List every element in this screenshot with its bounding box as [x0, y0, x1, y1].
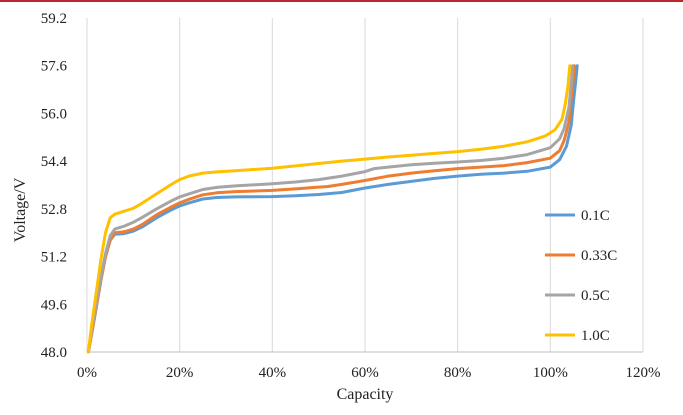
- y-tick-label: 57.6: [41, 59, 68, 75]
- legend-label: 1.0C: [581, 328, 610, 344]
- x-tick-label: 100%: [533, 365, 568, 381]
- top-accent-rule: [0, 0, 683, 2]
- x-tick-label: 120%: [626, 365, 661, 381]
- x-axis-title: Capacity: [337, 386, 394, 403]
- y-tick-label: 48.0: [41, 345, 67, 361]
- legend: 0.1C 0.33C 0.5C 1.0C: [545, 208, 617, 344]
- legend-label: 0.5C: [581, 288, 610, 304]
- x-tick-label: 60%: [351, 365, 379, 381]
- y-tick-label: 59.2: [41, 11, 67, 27]
- x-tick-label: 0%: [77, 365, 97, 381]
- legend-label: 0.1C: [581, 208, 610, 224]
- series-line-0-1c: [86, 64, 579, 354]
- y-tick-label: 56.0: [41, 106, 67, 122]
- y-tick-label: 49.6: [41, 297, 68, 313]
- series-line-0-33c: [86, 64, 576, 354]
- y-tick-label: 52.8: [41, 202, 67, 218]
- axis-layer: 0% 20% 40% 60% 80% 100% 120% 48.0 49.6 51.2 52.8 54…: [41, 11, 661, 381]
- y-tick-label: 54.4: [41, 154, 68, 170]
- x-tick-label: 40%: [259, 365, 287, 381]
- series-line-1-0c: [86, 64, 572, 354]
- legend-label: 0.33C: [581, 248, 617, 264]
- series-line-0-5c: [86, 64, 575, 354]
- y-axis-title: Voltage/V: [12, 177, 29, 242]
- series-layer: [86, 64, 579, 354]
- x-tick-label: 80%: [444, 365, 472, 381]
- x-tick-label: 20%: [166, 365, 194, 381]
- y-tick-label: 51.2: [41, 250, 67, 266]
